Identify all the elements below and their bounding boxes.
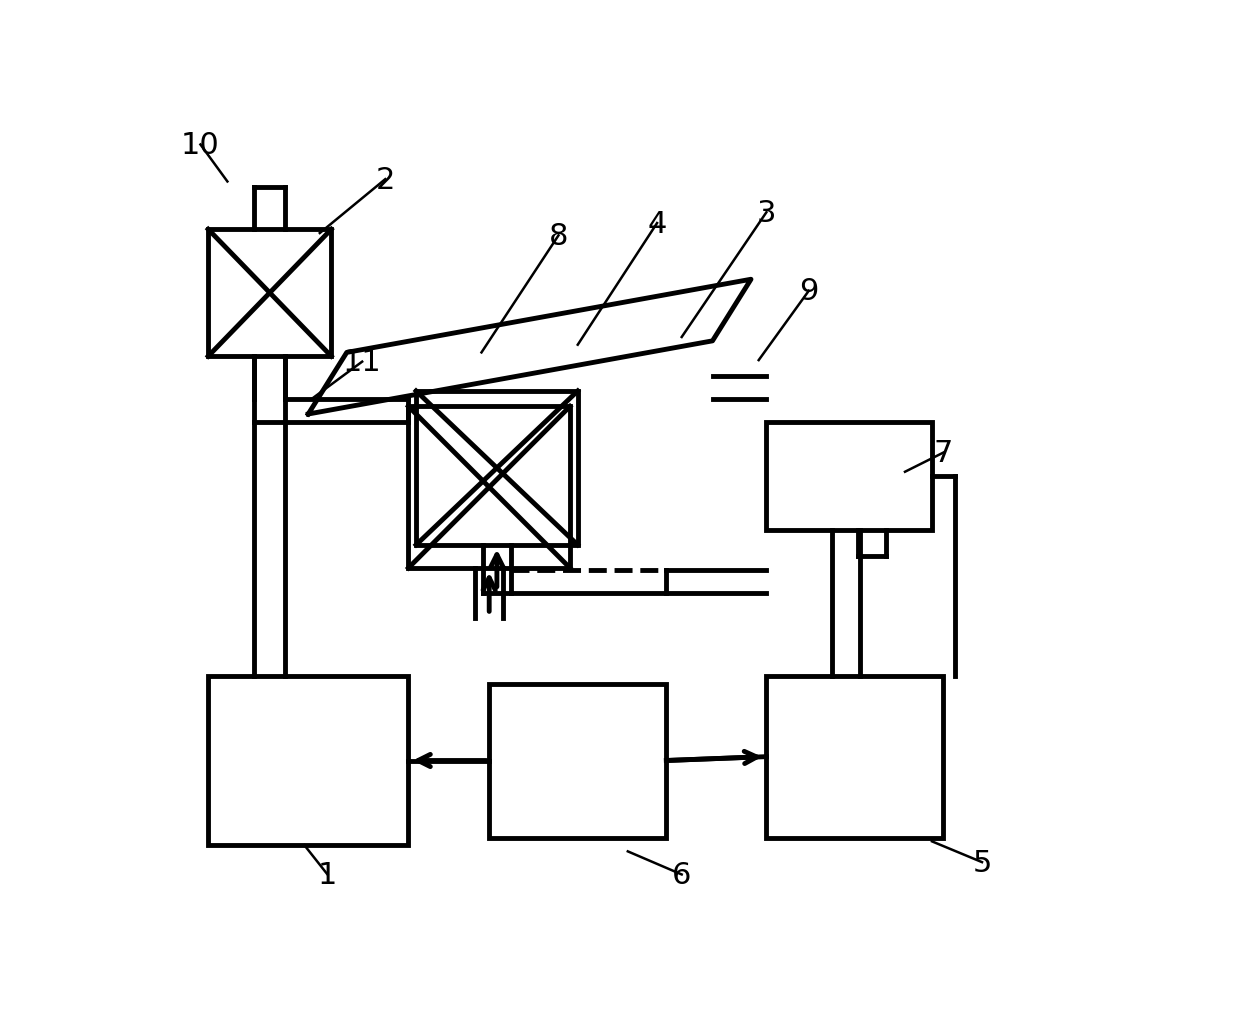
Bar	[208, 230, 331, 357]
Bar	[490, 684, 666, 838]
Text: 2: 2	[376, 165, 394, 195]
Text: 1: 1	[317, 860, 337, 890]
Text: 8: 8	[549, 222, 568, 251]
Bar	[766, 677, 944, 838]
Bar	[766, 422, 932, 530]
Text: 3: 3	[756, 199, 776, 227]
Text: 9: 9	[799, 277, 818, 306]
Text: 10: 10	[181, 130, 219, 160]
Bar	[208, 677, 408, 846]
Bar	[408, 407, 570, 569]
Text: 4: 4	[647, 209, 667, 238]
Text: 11: 11	[342, 347, 382, 377]
Bar	[417, 391, 578, 545]
Text: 7: 7	[934, 438, 954, 468]
Text: 5: 5	[972, 848, 992, 876]
Text: 6: 6	[672, 860, 692, 890]
